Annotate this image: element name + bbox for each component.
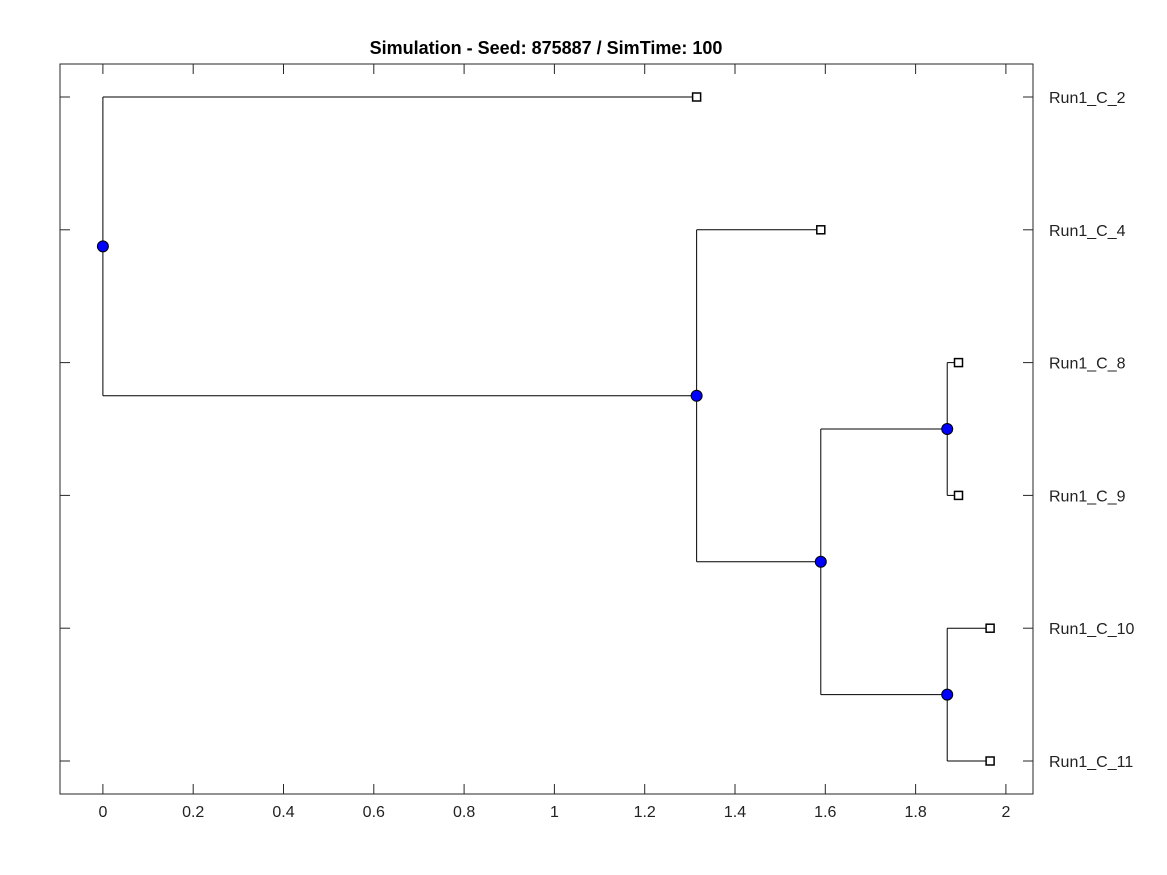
x-tick-label: 1.8 (904, 804, 926, 821)
x-tick-label: 0.2 (182, 804, 204, 821)
leaf-ticks (60, 96, 1033, 762)
leaf-node-marker (691, 92, 702, 102)
plot-frame (59, 63, 1034, 795)
x-tick-label: 0.8 (453, 804, 475, 821)
leaf-label-run1-c-10: Run1_C_10 (1049, 621, 1135, 638)
leaf-label-run1-c-11: Run1_C_11 (1049, 754, 1133, 771)
leaf-node-marker (985, 756, 995, 766)
leaf-node-marker (816, 225, 826, 235)
x-tick-label: 2 (1001, 804, 1010, 821)
x-tick-label: 1.4 (724, 804, 746, 821)
branches (102, 96, 991, 762)
internal-node-marker (941, 423, 954, 435)
x-tick-label: 1.2 (634, 804, 656, 821)
leaf-node-marker (953, 357, 964, 368)
leaf-label-run1-c-8: Run1_C_8 (1049, 356, 1126, 373)
leaf-node-marker (953, 490, 964, 501)
internal-node-marker (690, 389, 703, 402)
leaf-label-run1-c-2: Run1_C_2 (1049, 90, 1126, 107)
internal-node-marker (96, 240, 109, 253)
leaf-label-run1-c-4: Run1_C_4 (1049, 223, 1126, 240)
leaf-label-run1-c-9: Run1_C_9 (1049, 488, 1126, 505)
x-tick-label: 0.6 (363, 804, 385, 821)
x-tick-label: 0 (98, 804, 107, 821)
x-axis: 0 0.2 0.4 0.6 0.8 1 1.2 1.4 1.6 1.8 2 (98, 64, 1010, 821)
leaf-node-marker (985, 623, 995, 633)
chart-title: Simulation - Seed: 875887 / SimTime: 100 (370, 38, 723, 58)
x-tick-label: 1.6 (814, 804, 836, 821)
leaf-labels: Run1_C_2 Run1_C_4 Run1_C_8 Run1_C_9 Run1_C_1… (1049, 90, 1135, 771)
internal-node-marker (814, 555, 827, 568)
x-tick-label: 0.4 (272, 804, 294, 821)
x-tick-label: 1 (550, 804, 559, 821)
internal-node-marker (941, 688, 954, 701)
nodes (96, 92, 995, 766)
